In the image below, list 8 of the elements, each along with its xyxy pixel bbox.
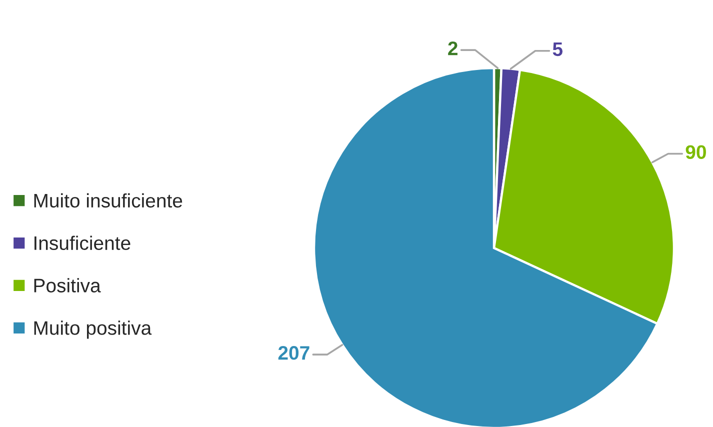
legend-label: Positiva <box>34 278 101 292</box>
legend-label: Insuficiente <box>34 236 130 250</box>
data-label: 90 <box>686 145 706 159</box>
data-label: 2 <box>448 41 458 56</box>
legend-label: Muito positiva <box>34 320 152 339</box>
legend-label: Muito insuficiente <box>34 193 182 208</box>
data-label: 207 <box>278 346 310 360</box>
data-label: 5 <box>552 42 563 56</box>
